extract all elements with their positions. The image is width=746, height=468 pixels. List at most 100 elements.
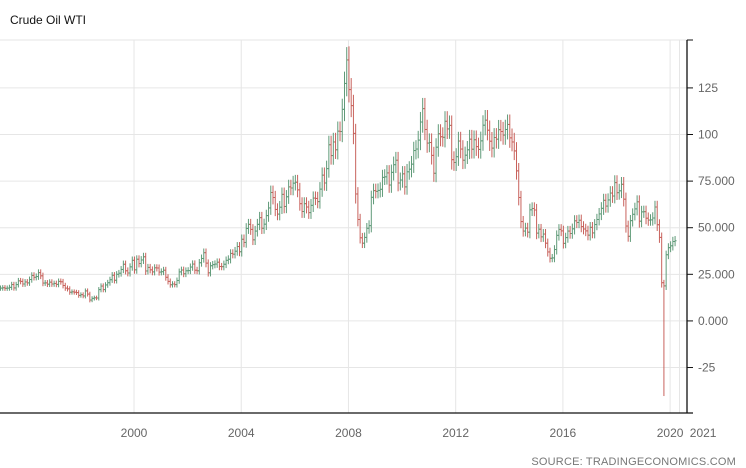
- ohlc-bar: [309, 199, 313, 219]
- ohlc-bar: [454, 148, 458, 171]
- ohlc-bar: [613, 175, 617, 204]
- ohlc-bar: [492, 128, 496, 158]
- ohlc-bar: [535, 203, 539, 240]
- y-tick-label: 75.000: [698, 174, 735, 188]
- ohlc-bar: [291, 175, 295, 196]
- ohlc-bar: [488, 120, 492, 151]
- ohlc-bar: [651, 212, 655, 226]
- ohlc-bar: [669, 241, 673, 253]
- ohlc-bar: [579, 214, 583, 233]
- ohlc-bar: [336, 121, 340, 160]
- ohlc-bar: [144, 252, 148, 275]
- ohlc-bar: [385, 165, 389, 185]
- ohlc-bar: [354, 123, 358, 204]
- x-tick-label: 2008: [335, 426, 362, 440]
- ohlc-bar: [77, 290, 81, 298]
- ohlc-bar: [302, 197, 306, 218]
- ohlc-bar: [635, 195, 639, 216]
- ohlc-bar: [119, 266, 123, 277]
- ohlc-bar: [193, 260, 197, 274]
- ohlc-bar: [615, 175, 619, 201]
- ohlc-bar: [396, 151, 400, 192]
- ohlc-bar: [477, 137, 481, 159]
- ohlc-bar: [380, 169, 384, 197]
- ohlc-bar: [177, 268, 181, 284]
- ohlc-bar: [526, 222, 530, 238]
- ohlc-bar: [541, 229, 545, 242]
- ohlc-bar: [412, 141, 416, 173]
- ohlc-bar: [88, 291, 92, 303]
- ohlc-bar: [287, 179, 291, 204]
- ohlc-bar: [606, 193, 610, 213]
- ohlc-bar: [539, 223, 543, 243]
- ohlc-bar: [202, 248, 206, 263]
- ohlc-bar: [631, 208, 635, 227]
- ohlc-bar: [316, 191, 320, 209]
- ohlc-bar: [267, 201, 271, 222]
- x-tick-label: 2012: [442, 426, 469, 440]
- ohlc-bar: [325, 160, 329, 191]
- ohlc-bar: [305, 197, 309, 214]
- ohlc-bar: [604, 193, 608, 213]
- ohlc-bar: [372, 183, 376, 205]
- ohlc-bar: [434, 138, 438, 183]
- ohlc-bar: [673, 236, 677, 247]
- ohlc-bar: [577, 214, 581, 229]
- ohlc-bar: [300, 197, 304, 218]
- ohlc-bar: [90, 296, 94, 303]
- ohlc-bar: [546, 238, 550, 257]
- ohlc-bar: [561, 225, 565, 249]
- ohlc-bar: [485, 110, 489, 141]
- ohlc-bar: [81, 292, 85, 299]
- ohlc-bar: [284, 190, 288, 214]
- ohlc-bar: [110, 272, 114, 283]
- ohlc-bar: [584, 223, 588, 237]
- ohlc-bar: [499, 119, 503, 142]
- ohlc-bar: [222, 260, 226, 271]
- ohlc-bar: [83, 288, 87, 299]
- ohlc-bar: [602, 193, 606, 215]
- ohlc-bar: [275, 203, 279, 221]
- ohlc-bar: [432, 146, 436, 182]
- ohlc-bar: [148, 263, 152, 274]
- ohlc-bar: [552, 245, 556, 263]
- ohlc-bar: [240, 234, 244, 257]
- ohlc-bar: [345, 47, 349, 97]
- ohlc-bar: [405, 163, 409, 195]
- ohlc-bar: [566, 225, 570, 243]
- ohlc-bar: [407, 161, 411, 180]
- ohlc-bar: [463, 146, 467, 169]
- ohlc-bar: [624, 192, 628, 233]
- ohlc-bar: [349, 78, 353, 118]
- ohlc-bar: [481, 115, 485, 151]
- ohlc-bar: [608, 186, 612, 207]
- y-tick-label: 125: [698, 81, 718, 95]
- ohlc-bar: [211, 260, 215, 270]
- ohlc-bar: [490, 132, 494, 158]
- ohlc-bar: [14, 281, 18, 291]
- ohlc-bar: [217, 258, 221, 271]
- y-tick-label: -25: [698, 361, 716, 375]
- ohlc-bar: [97, 287, 101, 301]
- ohlc-bar: [318, 182, 322, 209]
- ohlc-bar: [229, 249, 233, 264]
- ohlc-bar: [139, 256, 143, 268]
- x-tick-label: 2021: [690, 426, 717, 440]
- ohlc-bar: [365, 222, 369, 243]
- ohlc-bar: [356, 187, 360, 227]
- ohlc-bar: [628, 214, 632, 242]
- ohlc-bar: [16, 277, 20, 288]
- ohlc-bar: [450, 115, 454, 170]
- chart-title: Crude Oil WTI: [10, 13, 87, 27]
- ohlc-bar: [510, 128, 514, 152]
- ohlc-bar: [570, 223, 574, 239]
- ohlc-bar: [517, 162, 521, 206]
- ohlc-bar: [278, 200, 282, 221]
- ohlc-bar: [360, 232, 364, 249]
- ohlc-bar: [133, 256, 137, 274]
- ohlc-bar: [557, 224, 561, 241]
- ohlc-bar: [459, 131, 463, 159]
- ohlc-bar: [590, 222, 594, 239]
- ohlc-bar: [130, 256, 134, 271]
- ohlc-bar: [204, 248, 208, 268]
